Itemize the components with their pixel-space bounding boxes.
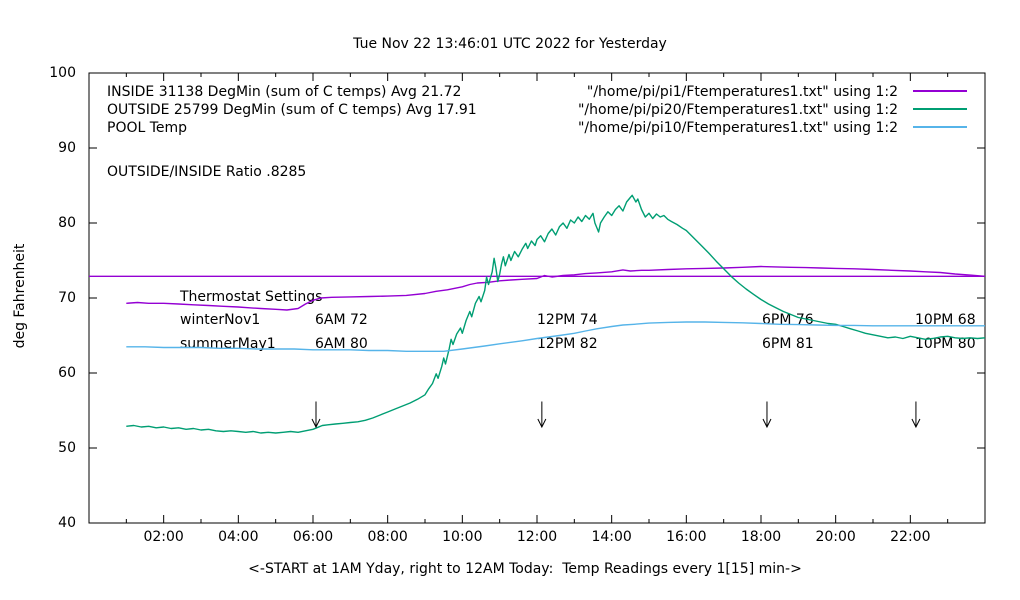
thermostat-summer-6pm: 6PM 81 — [762, 336, 814, 352]
x-tick-label: 02:00 — [143, 529, 184, 545]
legend-label-inside: INSIDE 31138 DegMin (sum of C temps) Avg… — [107, 84, 462, 100]
thermostat-summer-name: summerMay1 — [180, 336, 276, 352]
x-tick-label: 12:00 — [516, 529, 558, 545]
legend-line-sample — [913, 126, 967, 128]
x-tick-label: 08:00 — [367, 529, 408, 545]
y-tick-label: 40 — [58, 515, 76, 531]
chart-title: Tue Nov 22 13:46:01 UTC 2022 for Yesterd… — [353, 36, 667, 52]
x-axis-label: <-START at 1AM Yday, right to 12AM Today… — [248, 561, 802, 577]
legend-file-pool: "/home/pi/pi10/Ftemperatures1.txt" using… — [577, 120, 898, 136]
thermostat-winter-6am: 6AM 72 — [315, 312, 368, 328]
y-tick-label: 50 — [58, 440, 76, 456]
legend-line-sample — [913, 108, 967, 110]
y-tick-label: 70 — [58, 290, 76, 306]
thermostat-arrow-head — [911, 418, 921, 429]
thermostat-summer-12pm: 12PM 82 — [537, 336, 598, 352]
y-tick-labels: 40 50 60 70 80 90 100 — [0, 0, 80, 600]
thermostat-winter-10pm: 10PM 68 — [915, 312, 976, 328]
thermostat-summer-10pm: 10PM 80 — [915, 336, 976, 352]
x-tick-label: 18:00 — [740, 529, 782, 545]
y-tick-label: 90 — [58, 140, 76, 156]
thermostat-arrow-head — [537, 418, 547, 429]
x-tick-label: 20:00 — [815, 529, 856, 545]
ratio-note: OUTSIDE/INSIDE Ratio .8285 — [107, 164, 307, 180]
thermostat-winter-12pm: 12PM 74 — [537, 312, 598, 328]
legend-file-inside: "/home/pi/pi1/Ftemperatures1.txt" using … — [586, 84, 898, 100]
y-tick-label: 60 — [58, 365, 76, 381]
x-tick-label: 22:00 — [890, 529, 931, 545]
legend-line-sample — [913, 90, 967, 92]
legend-file-outside: "/home/pi/pi20/Ftemperatures1.txt" using… — [577, 102, 898, 118]
y-tick-label: 100 — [49, 65, 76, 81]
thermostat-arrow-head — [762, 418, 772, 429]
thermostat-winter-6pm: 6PM 76 — [762, 312, 814, 328]
x-tick-label: 10:00 — [442, 529, 483, 545]
thermostat-summer-6am: 6AM 80 — [315, 336, 368, 352]
thermostat-heading: Thermostat Settings — [180, 289, 323, 305]
legend-label-outside: OUTSIDE 25799 DegMin (sum of C temps) Av… — [107, 102, 477, 118]
x-tick-label: 04:00 — [218, 529, 259, 545]
thermostat-arrow-head — [311, 418, 321, 429]
y-tick-label: 80 — [58, 215, 76, 231]
x-tick-label: 16:00 — [666, 529, 707, 545]
legend-label-pool: POOL Temp — [107, 120, 188, 136]
thermostat-winter-name: winterNov1 — [180, 312, 261, 328]
x-tick-labels: 02:00 04:00 06:00 08:00 10:00 12:00 14:00 16:00… — [0, 529, 1020, 547]
x-tick-label: 06:00 — [292, 529, 334, 545]
x-tick-label: 14:00 — [591, 529, 632, 545]
